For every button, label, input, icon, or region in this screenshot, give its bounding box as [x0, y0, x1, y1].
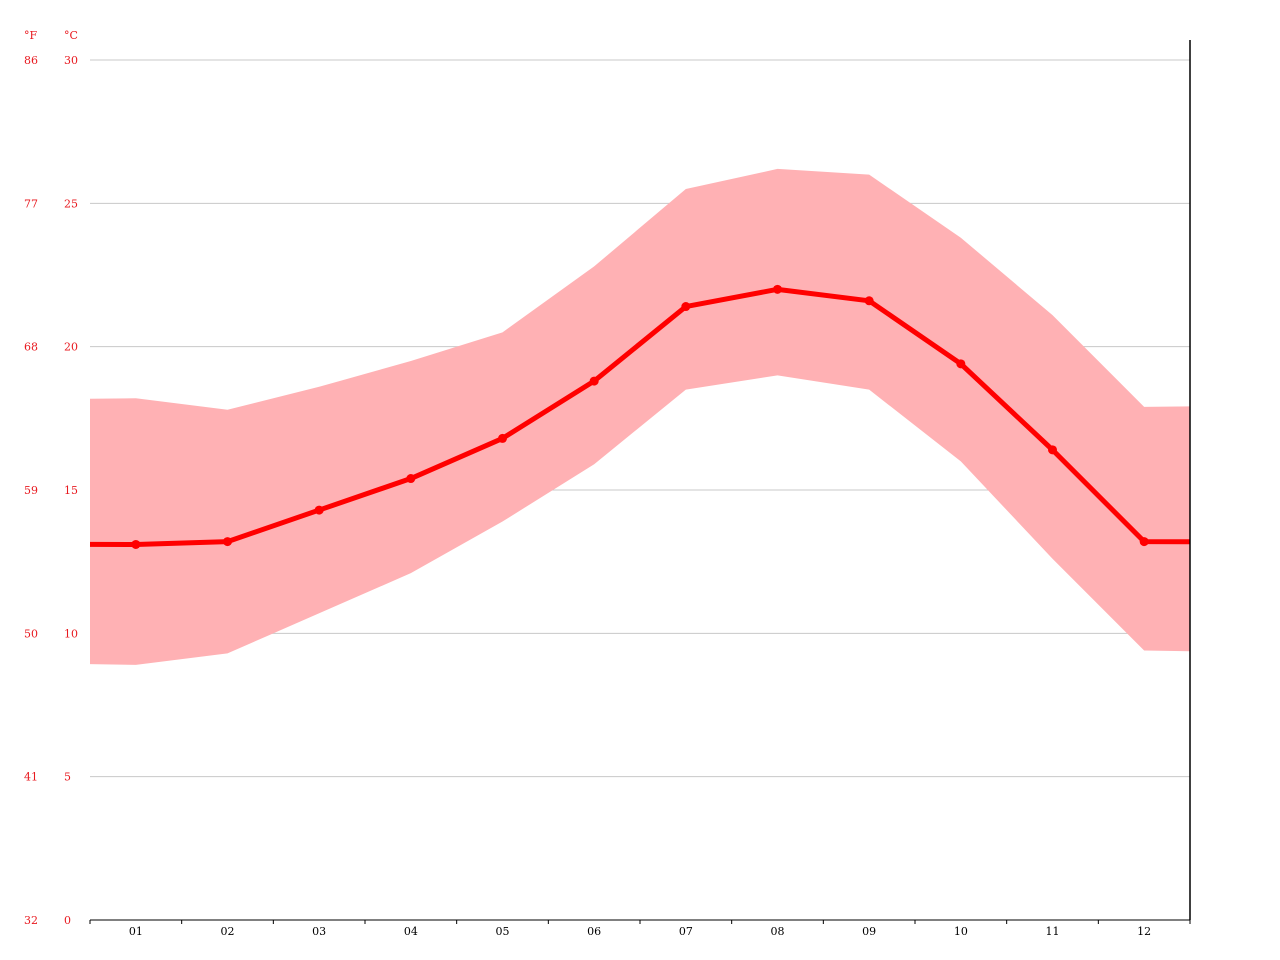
x-tick-label: 01 [129, 925, 143, 938]
x-axis: 01 02 03 04 05 06 07 08 09 10 11 12 [89, 40, 1191, 938]
average-temperature-points [131, 284, 1149, 549]
x-tick-label: 06 [587, 925, 601, 938]
y-tick-label-fahrenheit: 77 [24, 197, 38, 210]
y-tick-label-celsius: 25 [64, 197, 78, 210]
x-tick-label: 08 [771, 925, 785, 938]
y-tick-label-celsius: 10 [64, 627, 78, 640]
average-data-point [773, 284, 782, 294]
average-data-point [406, 474, 416, 484]
temperature-range-band [90, 168, 1190, 665]
average-data-point [498, 433, 507, 443]
average-temperature-line [89, 286, 1191, 547]
average-data-point [131, 539, 141, 549]
celsius-unit-label: °C [64, 29, 78, 42]
y-tick-label-fahrenheit: 41 [24, 771, 38, 784]
average-line-path [89, 286, 1191, 547]
y-tick-label-fahrenheit: 68 [24, 341, 38, 354]
y-tick-label-fahrenheit: 32 [24, 914, 38, 927]
y-tick-label-celsius: 5 [64, 771, 71, 784]
x-tick-label: 12 [1137, 925, 1151, 938]
x-tick-label: 03 [312, 925, 326, 938]
x-tick-label: 05 [496, 925, 510, 938]
x-tick-label: 09 [862, 925, 876, 938]
x-tick-label: 04 [404, 925, 418, 938]
average-data-point [681, 302, 691, 312]
average-data-point [1139, 537, 1149, 547]
y-tick-label-fahrenheit: 50 [24, 627, 38, 640]
y-tick-label-fahrenheit: 59 [24, 484, 38, 497]
temperature-range-area [90, 168, 1190, 665]
y-axis-ticks: 32 0 41 5 50 10 59 15 68 20 77 25 86 30 [24, 54, 78, 927]
average-data-point [223, 537, 232, 547]
y-tick-label-celsius: 0 [64, 914, 71, 927]
x-tick-label: 02 [221, 925, 235, 938]
x-tick-label: 07 [679, 925, 693, 938]
average-data-point [314, 505, 324, 515]
y-tick-label-celsius: 15 [64, 484, 78, 497]
y-tick-label-celsius: 20 [64, 341, 78, 354]
average-data-point [956, 359, 966, 369]
x-tick-label: 11 [1046, 925, 1060, 938]
average-data-point [589, 376, 599, 386]
y-tick-label-celsius: 30 [64, 54, 78, 67]
fahrenheit-unit-label: °F [24, 29, 38, 42]
x-tick-label: 10 [954, 925, 968, 938]
average-data-point [1048, 445, 1057, 455]
average-data-point [864, 296, 874, 306]
y-tick-label-fahrenheit: 86 [24, 54, 38, 67]
